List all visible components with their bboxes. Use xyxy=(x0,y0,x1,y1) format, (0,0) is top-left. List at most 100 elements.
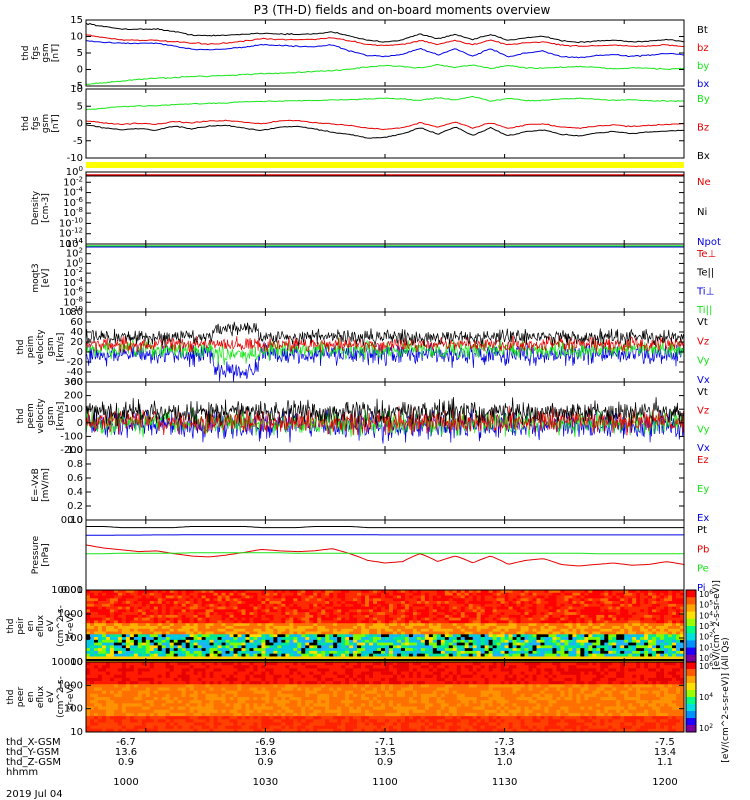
spectrogram-cell xyxy=(396,601,402,605)
spectrogram-cell xyxy=(297,674,302,679)
spectrogram-cell xyxy=(636,595,641,599)
spectrogram-cell xyxy=(293,631,298,635)
spectrogram-cell xyxy=(173,623,178,627)
spectrogram-cell xyxy=(456,606,462,610)
spectrogram-cell xyxy=(452,628,458,632)
spectrogram-cell xyxy=(89,623,95,627)
spectrogram-cell xyxy=(640,617,645,621)
spectrogram-cell xyxy=(257,617,262,621)
spectrogram-cell xyxy=(369,656,374,660)
spectrogram-cell xyxy=(301,631,306,635)
spectrogram-cell xyxy=(448,650,454,654)
spectrogram-cell xyxy=(640,598,645,602)
spectrogram-cell xyxy=(173,656,178,660)
y-tick-label: 10-14 xyxy=(59,237,84,250)
spectrogram-cell xyxy=(309,609,314,613)
spectrogram-cell xyxy=(313,637,318,641)
spectrogram-cell xyxy=(404,656,410,660)
spectrogram-cell xyxy=(596,642,601,646)
spectrogram-cell xyxy=(217,617,222,621)
spectrogram-cell xyxy=(516,668,521,672)
spectrogram-cell xyxy=(656,662,661,666)
spectrogram-cell xyxy=(161,626,167,630)
spectrogram-cell xyxy=(249,609,254,613)
spectrogram-cell xyxy=(456,671,462,676)
spectrogram-cell xyxy=(145,609,151,613)
spectrogram-cell xyxy=(273,623,278,627)
y-axis-label-line: thd xyxy=(6,619,16,634)
spectrogram-cell xyxy=(664,595,669,599)
spectrogram-cell xyxy=(165,598,171,602)
spectrogram-cell xyxy=(217,645,222,649)
spectrogram-cell xyxy=(233,634,238,638)
spectrogram-cell xyxy=(221,609,226,613)
spectrogram-cell xyxy=(436,634,442,638)
spectrogram-cell xyxy=(297,623,302,627)
spectrogram-cell xyxy=(540,590,545,594)
spectrogram-cell xyxy=(584,648,589,652)
spectrogram-cell xyxy=(512,637,517,641)
spectrogram-cell xyxy=(229,598,234,602)
spectrogram-cell xyxy=(117,612,123,616)
spectrogram-cell xyxy=(229,671,234,676)
spectrogram-cell xyxy=(341,609,346,613)
spectrogram-cell xyxy=(552,617,557,621)
y-tick-label: 1000 xyxy=(58,609,83,620)
spectrogram-cell xyxy=(265,631,270,635)
spectrogram-cell xyxy=(273,609,278,613)
spectrogram-cell xyxy=(480,645,485,649)
spectrogram-cell xyxy=(181,671,186,676)
spectrogram-cell xyxy=(672,665,677,669)
spectrogram-cell xyxy=(177,665,182,669)
spectrogram-cell xyxy=(604,653,609,657)
spectrogram-cell xyxy=(129,626,135,630)
spectrogram-cell xyxy=(420,634,426,638)
spectrogram-cell xyxy=(261,639,266,643)
spectrogram-cell xyxy=(548,668,553,672)
spectrogram-cell xyxy=(408,609,414,613)
spectrogram-cell xyxy=(648,631,653,635)
spectrogram-cell xyxy=(608,662,613,666)
spectrogram-cell xyxy=(129,642,135,646)
spectrogram-cell xyxy=(265,606,270,610)
spectrogram-cell xyxy=(325,606,330,610)
spectrogram-cell xyxy=(89,645,95,649)
spectrogram-cell xyxy=(153,614,159,618)
spectrogram-cell xyxy=(101,609,107,613)
spectrogram-cell xyxy=(632,639,637,643)
spectrogram-cell xyxy=(181,656,186,660)
spectrogram-cell xyxy=(181,592,186,596)
spectrogram-cell xyxy=(576,603,581,607)
spectrogram-cell xyxy=(532,617,537,621)
spectrogram-cell xyxy=(217,601,222,605)
spectrogram-cell xyxy=(261,650,266,654)
spectrogram-cell xyxy=(177,637,182,641)
spectrogram-cell xyxy=(568,662,573,666)
spectrogram-cell xyxy=(556,639,561,643)
spectrogram-cell xyxy=(600,603,605,607)
spectrogram-cell xyxy=(86,592,91,596)
spectrogram-cell xyxy=(93,626,99,630)
spectrogram-cell xyxy=(269,653,274,657)
spectrogram-cell xyxy=(97,598,103,602)
spectrogram-cell xyxy=(117,648,123,652)
spectrogram-cell xyxy=(640,595,645,599)
spectrogram-cell xyxy=(305,631,310,635)
spectrogram-cell xyxy=(173,642,178,646)
spectrogram-cell xyxy=(297,603,302,607)
spectrogram-cell xyxy=(273,656,278,660)
spectrogram-cell xyxy=(572,645,577,649)
spectrogram-cell xyxy=(456,639,462,643)
spectrogram-cell xyxy=(488,606,493,610)
spectrogram-cell xyxy=(289,606,294,610)
spectrogram-cell xyxy=(440,609,446,613)
spectrogram-cell xyxy=(113,614,119,618)
spectrogram-cell xyxy=(349,617,354,621)
spectrogram-cell xyxy=(616,595,621,599)
spectrogram-cell xyxy=(584,634,589,638)
spectrogram-cell xyxy=(412,637,418,641)
y-tick-label: 10-4 xyxy=(63,276,83,289)
spectrogram-cell xyxy=(277,634,282,638)
spectrogram-cell xyxy=(648,668,653,672)
spectrogram-cell xyxy=(548,614,553,618)
